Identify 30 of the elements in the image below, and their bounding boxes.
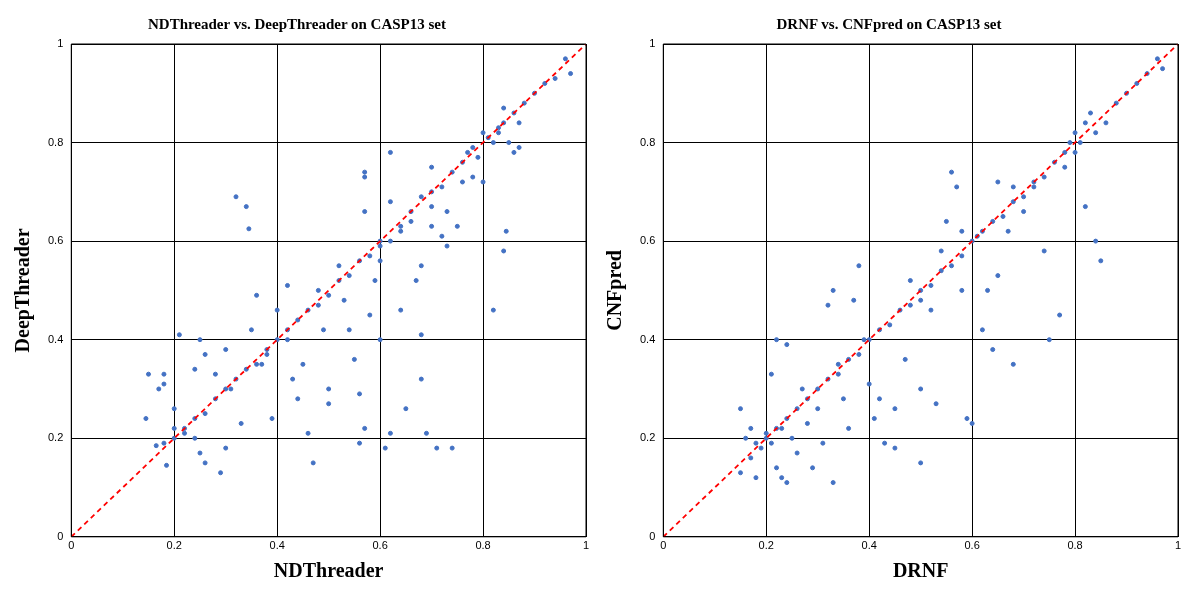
x-axis-title: NDThreader bbox=[273, 559, 384, 582]
chart-title: DRNF vs. CNFpred on CASP13 set bbox=[776, 15, 1002, 32]
x-tick-label: 0.4 bbox=[269, 539, 285, 552]
y-axis-title: CNFpred bbox=[603, 250, 627, 331]
y-tick-label: 0.2 bbox=[639, 431, 656, 444]
y-tick-label: 0.8 bbox=[47, 135, 64, 148]
y-tick-label: 0.6 bbox=[47, 234, 64, 247]
y-tick-label: 0 bbox=[649, 529, 656, 542]
x-tick-label: 1 bbox=[1174, 539, 1182, 552]
x-tick-label: 1 bbox=[582, 539, 590, 552]
y-tick-label: 0 bbox=[57, 529, 64, 542]
y-tick-label: 0.6 bbox=[639, 234, 656, 247]
y-tick-label: 0.8 bbox=[639, 135, 656, 148]
x-tick-label: 0 bbox=[68, 539, 75, 552]
y-axis-title: DeepThreader bbox=[11, 228, 35, 353]
y-tick-label: 0.4 bbox=[639, 332, 656, 345]
x-tick-label: 0.6 bbox=[964, 539, 980, 552]
x-tick-label: 0.2 bbox=[758, 539, 774, 552]
x-tick-label: 0.8 bbox=[475, 539, 491, 552]
y-tick-label: 0.2 bbox=[47, 431, 64, 444]
x-tick-label: 0.6 bbox=[372, 539, 388, 552]
y-tick-label: 1 bbox=[649, 37, 656, 50]
x-tick-label: 0.4 bbox=[861, 539, 877, 552]
x-tick-label: 0 bbox=[660, 539, 667, 552]
x-tick-label: 0.2 bbox=[166, 539, 182, 552]
chart-title: NDThreader vs. DeepThreader on CASP13 set bbox=[147, 15, 447, 32]
x-axis-title: DRNF bbox=[892, 559, 949, 582]
y-tick-label: 0.4 bbox=[47, 332, 64, 345]
y-tick-label: 1 bbox=[57, 37, 64, 50]
x-tick-label: 0.8 bbox=[1067, 539, 1083, 552]
